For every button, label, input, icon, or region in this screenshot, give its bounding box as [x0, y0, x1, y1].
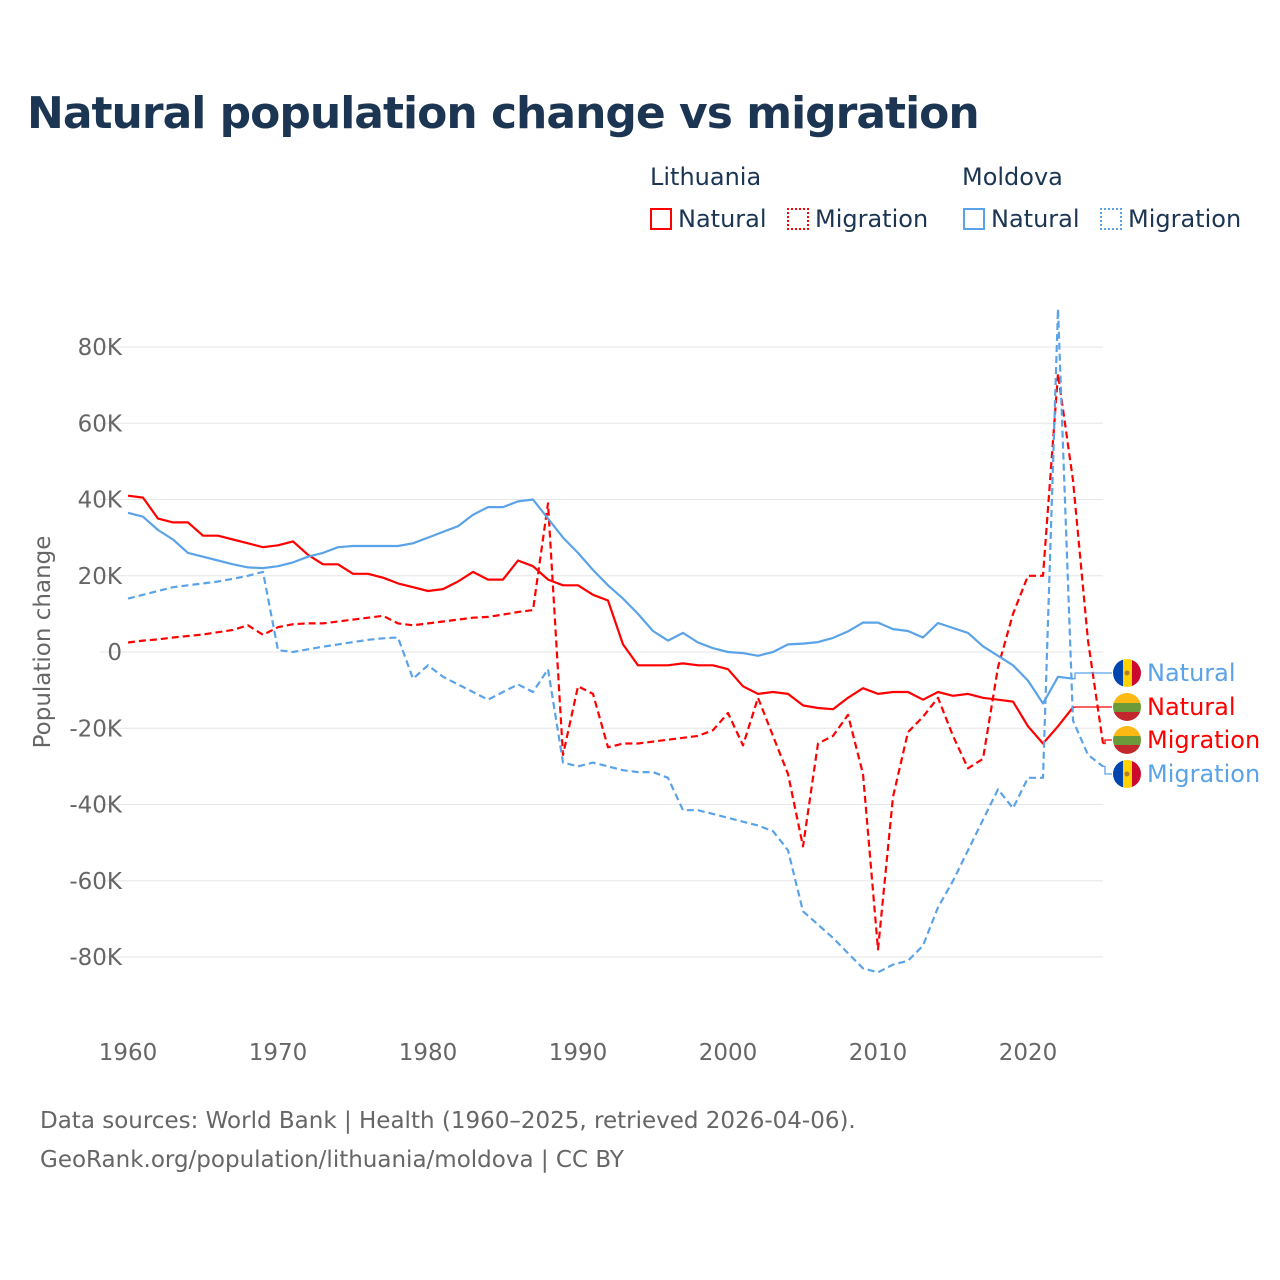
y-tick-label: 80K: [78, 335, 123, 361]
label-connector: [1073, 672, 1112, 680]
moldova-flag-icon: [1113, 659, 1141, 687]
legend-label: Migration: [1128, 205, 1242, 233]
x-tick-label: 2010: [849, 1040, 908, 1066]
series-line-moldova-migration: [127, 307, 1104, 974]
solid-swatch-icon: [963, 208, 985, 230]
solid-swatch-icon: [650, 208, 672, 230]
y-tick-label: -80K: [69, 945, 123, 971]
dotted-swatch-icon: [787, 208, 809, 230]
legend-moldova-migration[interactable]: Migration: [1100, 205, 1241, 233]
lithuania-flag-icon: [1113, 726, 1141, 754]
y-tick-label: 60K: [78, 411, 123, 437]
legend-label: Migration: [815, 205, 929, 233]
x-tick-label: 1990: [549, 1040, 608, 1066]
y-tick-label: -20K: [69, 716, 123, 742]
series-line-lithuania-migration: [127, 372, 1105, 951]
legend-moldova-natural[interactable]: Natural: [963, 205, 1080, 233]
x-tick-label: 1960: [99, 1040, 158, 1066]
legend-lithuania-natural[interactable]: Natural: [650, 205, 767, 233]
series-end-label: Migration: [1147, 760, 1260, 788]
dotted-swatch-icon: [1100, 208, 1122, 230]
y-tick-label: -60K: [69, 869, 123, 895]
x-tick-label: 1970: [249, 1040, 308, 1066]
legend-lithuania-migration[interactable]: Migration: [787, 205, 928, 233]
source-line-2[interactable]: GeoRank.org/population/lithuania/moldova…: [40, 1147, 624, 1173]
legend-group-lithuania: Lithuania: [650, 163, 762, 191]
y-tick-label: -40K: [69, 793, 123, 819]
x-tick-label: 2000: [699, 1040, 758, 1066]
y-tick-label: 20K: [78, 564, 123, 590]
y-axis-label: Population change: [30, 536, 56, 749]
legend-group-moldova: Moldova: [962, 163, 1063, 191]
legend-label: Natural: [678, 205, 767, 233]
y-tick-label: 0: [107, 640, 122, 666]
moldova-flag-icon: [1113, 760, 1141, 788]
legend-label: Natural: [991, 205, 1080, 233]
series-end-label: Natural: [1147, 693, 1236, 721]
x-tick-label: 1980: [399, 1040, 458, 1066]
lithuania-flag-icon: [1113, 693, 1141, 721]
label-connector: [1103, 765, 1112, 775]
label-connector: [1103, 739, 1112, 745]
y-tick-label: 40K: [78, 488, 123, 514]
series-end-label: Natural: [1147, 659, 1236, 687]
x-tick-label: 2020: [999, 1040, 1058, 1066]
source-line-1: Data sources: World Bank | Health (1960–…: [40, 1108, 856, 1134]
series-line-moldova-natural: [127, 498, 1074, 705]
series-end-label: Migration: [1147, 726, 1260, 754]
chart-title: Natural population change vs migration: [27, 88, 980, 139]
series-line-lithuania-natural: [127, 494, 1074, 745]
